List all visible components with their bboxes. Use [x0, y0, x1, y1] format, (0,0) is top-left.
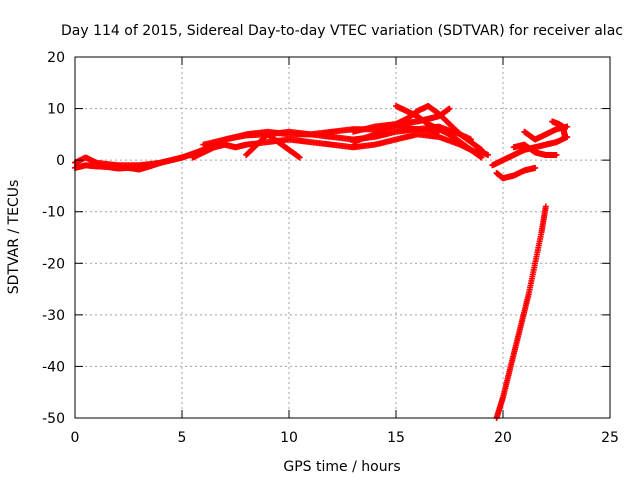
y-tick-label: 20 — [47, 50, 65, 66]
y-tick-label: -40 — [42, 359, 65, 375]
data-points — [72, 102, 571, 421]
series-arc-cross-d — [350, 105, 453, 135]
data-point-marker — [532, 164, 539, 171]
series-arc-cross-a — [243, 131, 303, 161]
x-tick-label: 5 — [178, 430, 187, 446]
y-tick-label: -10 — [42, 205, 65, 221]
y-tick-label: -30 — [42, 308, 65, 324]
series-arc-late-c — [510, 141, 560, 158]
data-point-marker — [562, 133, 569, 140]
data-point-marker — [542, 203, 549, 210]
x-tick-label: 25 — [601, 430, 619, 446]
series-arc-late-e — [474, 146, 492, 158]
plot-area-border — [74, 56, 611, 419]
y-tick-label: -50 — [42, 411, 65, 427]
x-tick-label: 0 — [71, 430, 80, 446]
x-tick-label: 10 — [280, 430, 298, 446]
ticks: 0 5 10 15 20 25 20 10 0 -10 -20 -30 -40 -50 — [42, 50, 619, 446]
y-tick-label: 0 — [56, 153, 65, 169]
data-point-marker — [296, 154, 303, 161]
y-tick-label: 10 — [47, 102, 65, 118]
data-point-marker — [478, 154, 485, 161]
x-axis-label: GPS time / hours — [283, 459, 400, 475]
series-descent — [493, 203, 549, 421]
y-axis-label: SDTVAR / TECUs — [6, 180, 22, 295]
grid — [75, 57, 610, 418]
data-point-marker — [485, 151, 492, 158]
series-markers-late — [549, 118, 569, 140]
chart-title: Day 114 of 2015, Sidereal Day-to-day VTE… — [61, 23, 623, 39]
x-tick-label: 15 — [387, 430, 405, 446]
x-tick-label: 20 — [494, 430, 512, 446]
y-tick-label: -20 — [42, 256, 65, 272]
data-point-marker — [446, 105, 453, 112]
data-point-marker — [553, 151, 560, 158]
series-arc-late-b — [493, 164, 539, 182]
